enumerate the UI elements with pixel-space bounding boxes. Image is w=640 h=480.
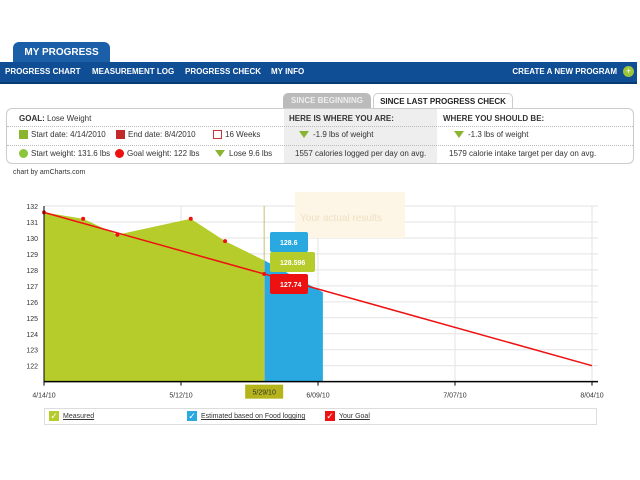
- legend-label: Your Goal: [339, 412, 370, 420]
- end-date: End date: 8/4/2010: [128, 130, 196, 139]
- tooltip-box: [270, 232, 308, 252]
- divider: [7, 145, 633, 146]
- x-tick-label: 8/04/10: [580, 393, 603, 400]
- x-tick-label: 7/07/10: [443, 393, 466, 400]
- create-program-link[interactable]: CREATE A NEW PROGRAM: [512, 67, 617, 76]
- x-tick-label: 6/09/10: [306, 393, 329, 400]
- tooltip-box: [270, 252, 315, 272]
- tooltip-value: 128.6: [280, 240, 298, 247]
- y-tick-label: 128: [26, 268, 38, 275]
- legend-label: Measured: [63, 412, 95, 420]
- current-column-bg: [284, 109, 437, 163]
- red-dot-icon: [115, 149, 124, 159]
- legend-measured[interactable]: ✓ Measured: [49, 411, 94, 421]
- nav-progress-chart[interactable]: PROGRESS CHART: [5, 67, 81, 76]
- nav-measurement-log[interactable]: MEASUREMENT LOG: [92, 67, 175, 76]
- y-tick-label: 124: [26, 332, 38, 339]
- cursor-label-box: [245, 384, 284, 399]
- goal-value: Lose Weight: [47, 114, 92, 123]
- nav-progress-check[interactable]: PROGRESS CHECK: [185, 67, 262, 76]
- goal-point: [262, 272, 267, 277]
- checkbox-icon[interactable]: ✓: [49, 411, 59, 421]
- y-tick-label: 132: [26, 204, 38, 211]
- lose-amount: Lose 9.6 lbs: [229, 149, 273, 158]
- divider: [7, 126, 633, 127]
- watermark-text: Your actual results: [300, 213, 382, 224]
- measured-point: [115, 232, 120, 237]
- y-tick-label: 130: [26, 236, 38, 243]
- where-should-be-title: WHERE YOU SHOULD BE:: [443, 114, 545, 123]
- x-tick-label: 5/12/10: [169, 393, 192, 400]
- tooltip-value: 128.596: [280, 260, 305, 267]
- measured-point: [223, 239, 228, 244]
- y-tick-label: 122: [26, 364, 38, 371]
- tab-since-last-check[interactable]: SINCE LAST PROGRESS CHECK: [373, 93, 513, 109]
- plus-icon[interactable]: +: [623, 66, 634, 77]
- current-weight-change: -1.9 lbs of weight: [313, 130, 374, 139]
- calories-logged: 1557 calories logged per day on avg.: [295, 149, 427, 158]
- goal-weight: Goal weight: 122 lbs: [127, 149, 200, 158]
- cursor-label: 5/29/10: [252, 390, 275, 397]
- calorie-target: 1579 calorie intake target per day on av…: [449, 149, 597, 158]
- goal-label: GOAL:: [19, 114, 45, 123]
- calendar-icon: [213, 130, 222, 140]
- y-tick-label: 131: [26, 220, 38, 227]
- down-arrow-icon: [299, 131, 309, 139]
- legend-estimated[interactable]: ✓ Estimated based on Food logging: [187, 411, 305, 421]
- tooltip-box: [270, 274, 308, 294]
- calendar-icon: [116, 130, 125, 140]
- checkbox-icon[interactable]: ✓: [187, 411, 197, 421]
- target-weight-change: -1.3 lbs of weight: [468, 130, 529, 139]
- nav-my-info[interactable]: MY INFO: [271, 67, 305, 76]
- down-arrow-icon: [454, 131, 464, 139]
- where-you-are-title: HERE IS WHERE YOU ARE:: [289, 114, 394, 123]
- weight-chart: 122 123 124 125 126 127 128 129 130 131 132 4/14/10…: [26, 192, 604, 400]
- y-tick-label: 123: [26, 348, 38, 355]
- watermark-box: [295, 192, 405, 238]
- chart-legend: ✓ Measured ✓ Estimated based on Food loggi…: [44, 408, 597, 425]
- measured-area: [44, 212, 265, 382]
- legend-goal[interactable]: ✓ Your Goal: [325, 411, 370, 421]
- y-tick-label: 125: [26, 316, 38, 323]
- x-tick-label: 4/14/10: [32, 393, 55, 400]
- chart-credit[interactable]: chart by amCharts.com: [13, 169, 86, 176]
- start-date: Start date: 4/14/2010: [31, 130, 106, 139]
- nav-bar: PROGRESS CHART MEASUREMENT LOG PROGRESS …: [0, 62, 637, 84]
- goal-line: [43, 211, 593, 367]
- summary-panel: GOAL: Lose Weight Start date: 4/14/2010 …: [6, 108, 634, 164]
- tooltip-value: 127.74: [280, 282, 302, 289]
- legend-label: Estimated based on Food logging: [201, 412, 306, 420]
- y-tick-label: 129: [26, 252, 38, 259]
- checkbox-icon[interactable]: ✓: [325, 411, 335, 421]
- start-weight: Start weight: 131.6 lbs: [31, 149, 111, 158]
- measured-point: [188, 216, 193, 221]
- tab-since-beginning[interactable]: SINCE BEGINNING: [283, 93, 371, 108]
- green-dot-icon: [19, 149, 28, 159]
- weeks: 16 Weeks: [225, 130, 261, 139]
- tab-my-progress[interactable]: MY PROGRESS: [13, 42, 110, 64]
- y-tick-label: 127: [26, 284, 38, 291]
- y-tick-label: 126: [26, 300, 38, 307]
- down-arrow-icon: [215, 150, 225, 158]
- calendar-icon: [19, 130, 28, 140]
- measured-point: [81, 216, 86, 221]
